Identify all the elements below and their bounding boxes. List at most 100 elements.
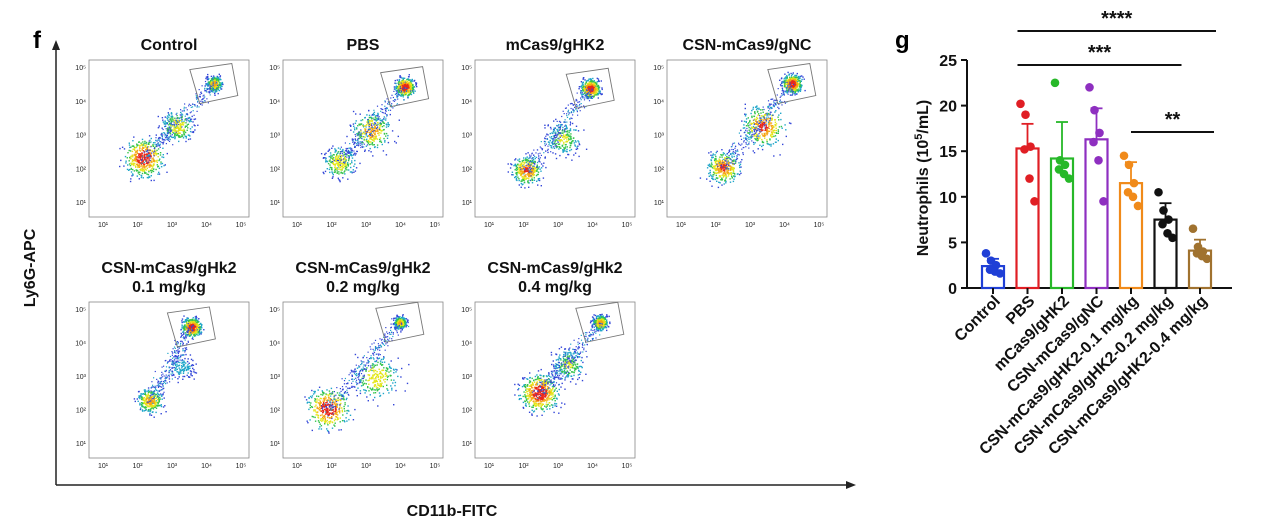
flow-plot-frame: [282, 59, 444, 218]
flow-y-tick-label: 10²: [76, 166, 87, 173]
flow-y-tick-label: 10³: [462, 374, 473, 381]
flow-x-tick-label: 10²: [710, 222, 721, 229]
flow-y-tick-label: 10⁵: [461, 307, 472, 314]
flow-x-tick-label: 10²: [518, 463, 529, 470]
flow-x-tick-label: 10¹: [98, 463, 109, 470]
data-point: [1030, 197, 1039, 206]
flow-x-tick-label: 10⁵: [622, 463, 633, 470]
flow-plot-events: [119, 73, 224, 183]
flow-plot-events: [304, 314, 410, 434]
significance-stars: ****: [1101, 8, 1132, 30]
data-point: [1168, 233, 1177, 243]
flow-y-tick-label: 10³: [76, 374, 87, 381]
flow-y-tick-label: 10³: [462, 133, 473, 140]
data-point: [1090, 105, 1099, 115]
flow-plot-title: 0.4 mg/kg: [518, 279, 592, 296]
flow-y-tick-label: 10²: [270, 408, 281, 415]
flow-x-tick-label: 10³: [553, 463, 564, 470]
data-point: [1064, 174, 1074, 183]
flow-y-tick-label: 10⁵: [269, 65, 280, 72]
data-point: [1202, 254, 1212, 264]
flow-x-tick-label: 10⁵: [236, 222, 247, 229]
flow-plot: Control 10¹ 10¹ 10² 10² 10³ 10³ 10⁴ 10⁴ 10⁵ 10⁵: [75, 37, 250, 229]
flow-plot-title: CSN-mCas9/gHk2: [101, 260, 236, 277]
bar: [1015, 147, 1040, 290]
bar-group: PBS: [1003, 99, 1040, 328]
data-point: [1119, 151, 1129, 161]
data-point: [1020, 145, 1029, 154]
data-point: [1129, 178, 1139, 188]
flow-plot: PBS 10¹ 10¹ 10² 10² 10³ 10³ 10⁴ 10⁴ 10⁵ 10⁵: [269, 37, 444, 229]
flow-plot-events: [133, 315, 205, 418]
data-point: [981, 249, 991, 258]
flow-gate: [189, 63, 239, 105]
significance-stars: ***: [1088, 42, 1112, 64]
flow-x-tick-label: 10²: [326, 222, 337, 229]
data-point: [1025, 174, 1034, 183]
flow-y-tick-label: 10⁴: [75, 99, 86, 106]
flow-plot: CSN-mCas9/gHk2 0.1 mg/kg 10¹ 10¹ 10² 10² 10³ 10…: [75, 260, 250, 470]
flow-plot-title: 0.2 mg/kg: [326, 279, 400, 296]
flow-x-tick-label: 10⁵: [430, 463, 441, 470]
flow-x-tick-label: 10⁵: [622, 222, 633, 229]
flow-gate: [380, 66, 430, 108]
data-point: [1124, 160, 1134, 170]
flow-x-tick-label: 10²: [326, 463, 337, 470]
flow-gate: [166, 306, 216, 348]
bar-group: Control: [952, 249, 1006, 345]
flow-y-tick-label: 10²: [462, 408, 473, 415]
flow-y-tick-label: 10⁴: [75, 341, 86, 348]
flow-x-tick-label: 10²: [132, 463, 143, 470]
flow-y-tick-label: 10⁵: [269, 307, 280, 314]
flow-y-axis-label: Ly6G-APC: [22, 228, 39, 307]
flow-y-tick-label: 10⁵: [653, 65, 664, 72]
flow-gate: [375, 301, 425, 343]
flow-x-tick-label: 10³: [361, 463, 372, 470]
flow-y-tick-label: 10³: [76, 133, 87, 140]
flow-y-tick-label: 10²: [270, 166, 281, 173]
flow-plot: mCas9/gHK2 10¹ 10¹ 10² 10² 10³ 10³ 10⁴ 10⁴ 10⁵ 10⁵: [461, 37, 636, 229]
flow-y-tick-label: 10³: [654, 133, 665, 140]
flow-y-tick-label: 10²: [462, 166, 473, 173]
panel-label-g: g: [895, 27, 910, 54]
flow-x-tick-label: 10¹: [292, 222, 303, 229]
flow-x-tick-label: 10⁵: [814, 222, 825, 229]
bar-category-label: Control: [952, 293, 1004, 345]
flow-plot-frame: [282, 301, 444, 459]
flow-x-tick-label: 10³: [167, 222, 178, 229]
flow-plot: CSN-mCas9/gHk2 0.4 mg/kg 10¹ 10¹ 10² 10² 10³ 10…: [461, 260, 636, 470]
bar-y-tick-label: 15: [939, 144, 957, 161]
flow-x-tick-label: 10⁵: [236, 463, 247, 470]
flow-x-tick-label: 10¹: [98, 222, 109, 229]
flow-y-tick-label: 10⁵: [75, 65, 86, 72]
data-point: [1154, 187, 1163, 197]
data-point: [1158, 219, 1167, 229]
flow-x-tick-label: 10⁴: [395, 463, 406, 470]
flow-plot-title: mCas9/gHK2: [506, 37, 605, 54]
bar-y-tick-label: 0: [948, 281, 957, 298]
flow-plot-events: [320, 74, 418, 183]
flow-y-tick-label: 10¹: [462, 441, 473, 448]
data-point: [1089, 137, 1098, 147]
flow-plot: CSN-mCas9/gNC 10¹ 10¹ 10² 10² 10³ 10³ 10⁴ 10⁴ 10⁵…: [653, 37, 828, 229]
flow-x-tick-label: 10³: [745, 222, 756, 229]
flow-y-tick-label: 10⁴: [269, 99, 280, 106]
flow-y-tick-label: 10⁴: [269, 341, 280, 348]
flow-y-tick-label: 10¹: [76, 441, 87, 448]
flow-y-tick-label: 10⁴: [461, 341, 472, 348]
flow-y-tick-label: 10⁵: [75, 307, 86, 314]
flow-plot-events: [699, 71, 806, 189]
flow-plot-events: [507, 77, 603, 189]
flow-y-tick-label: 10¹: [270, 441, 281, 448]
flow-gate: [767, 63, 817, 105]
flow-gate: [565, 67, 615, 109]
panel-label-f: f: [33, 27, 42, 54]
data-point: [1164, 215, 1173, 224]
bar-y-tick-label: 10: [939, 190, 957, 207]
flow-x-tick-label: 10²: [518, 222, 529, 229]
flow-plot-title: CSN-mCas9/gNC: [683, 37, 812, 54]
data-point: [1099, 197, 1108, 206]
flow-plot-frame: [88, 301, 250, 459]
flow-x-tick-label: 10³: [361, 222, 372, 229]
